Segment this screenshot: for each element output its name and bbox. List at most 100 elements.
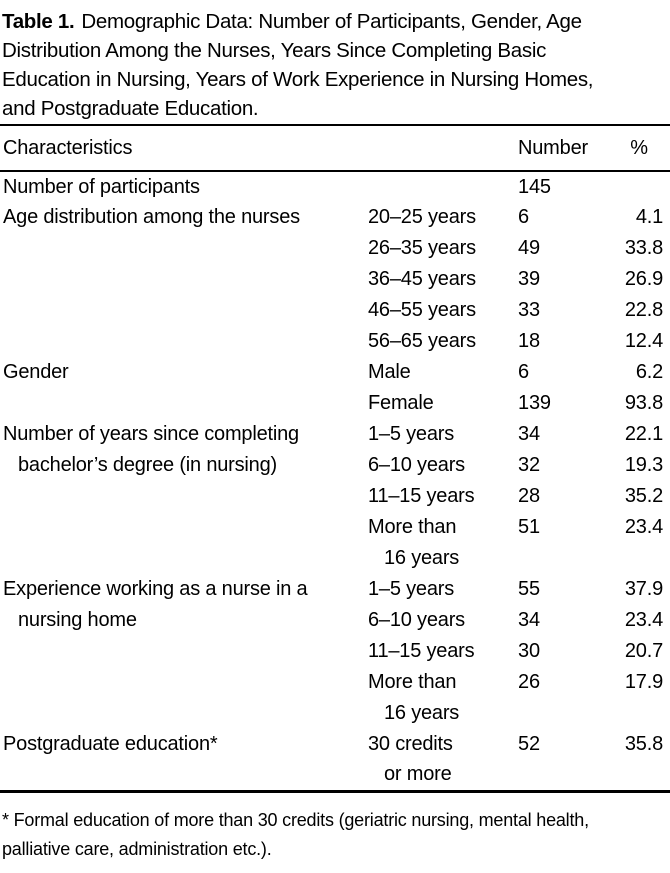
cell-category: More than xyxy=(368,671,457,693)
cell-number: 26 xyxy=(518,671,540,693)
cell-category: 6–10 years xyxy=(368,609,465,631)
cell-characteristic: Gender xyxy=(3,361,69,383)
cell-percent: 19.3 xyxy=(624,454,664,476)
cell-category: 1–5 years xyxy=(368,578,455,600)
cell-percent: 22.1 xyxy=(624,423,664,445)
cell-percent: 4.1 xyxy=(635,206,664,228)
table-footnote: * Formal education of more than 30 credi… xyxy=(0,806,670,864)
column-header-number: Number xyxy=(514,125,609,172)
table-row: 11–15 years 28 35.2 xyxy=(0,481,670,512)
cell-characteristic: nursing home xyxy=(18,609,137,631)
cell-number: 18 xyxy=(518,330,540,352)
cell-characteristic xyxy=(0,543,363,574)
table-row: More than 26 17.9 xyxy=(0,667,670,698)
cell-category: 11–15 years xyxy=(368,485,475,507)
table-row: Postgraduate education* 30 credits 52 35.8 xyxy=(0,729,670,760)
cell-category xyxy=(363,171,514,202)
cell-category: 11–15 years xyxy=(368,640,475,662)
cell-number: 34 xyxy=(518,423,540,445)
caption-line: Education in Nursing, Years of Work Expe… xyxy=(2,68,594,91)
cell-category: 36–45 years xyxy=(368,268,476,290)
table-caption: Table 1. Demographic Data: Number of Part… xyxy=(0,0,670,123)
cell-category: More than xyxy=(368,516,457,538)
cell-number: 55 xyxy=(518,578,540,600)
cell-characteristic xyxy=(0,667,363,698)
cell-percent xyxy=(608,760,670,791)
cell-number: 33 xyxy=(518,299,540,321)
cell-percent: 12.4 xyxy=(624,330,664,352)
cell-category: 1–5 years xyxy=(368,423,455,445)
table-row: 46–55 years 33 22.8 xyxy=(0,295,670,326)
cell-percent: 35.2 xyxy=(624,485,664,507)
table-row: bachelor’s degree (in nursing) 6–10 years… xyxy=(0,450,670,481)
cell-category: 56–65 years xyxy=(368,330,476,352)
cell-percent: 22.8 xyxy=(624,299,664,321)
caption-line: and Postgraduate Education. xyxy=(2,97,259,120)
cell-number: 6 xyxy=(518,361,529,383)
table-row: Female 139 93.8 xyxy=(0,388,670,419)
cell-characteristic xyxy=(0,233,363,264)
cell-number: 32 xyxy=(518,454,540,476)
column-header-percent: % xyxy=(608,125,670,172)
cell-percent xyxy=(608,171,670,202)
table-row: Number of years since completing 1–5 year… xyxy=(0,419,670,450)
cell-characteristic xyxy=(0,481,363,512)
table-row: 16 years xyxy=(0,698,670,729)
cell-number: 28 xyxy=(518,485,540,507)
table-caption-label: Table 1. xyxy=(2,10,75,33)
demographics-table: Characteristics Number % Number of parti… xyxy=(0,124,670,793)
cell-category: 6–10 years xyxy=(368,454,465,476)
table-row: 11–15 years 30 20.7 xyxy=(0,636,670,667)
cell-characteristic xyxy=(0,326,363,357)
cell-number: 6 xyxy=(518,206,529,228)
footnote-line: palliative care, administration etc.). xyxy=(2,838,272,859)
cell-number: 39 xyxy=(518,268,540,290)
cell-category: 26–35 years xyxy=(368,237,476,259)
cell-category: 20–25 years xyxy=(368,206,476,228)
cell-number: 51 xyxy=(518,516,540,538)
cell-number xyxy=(514,543,608,574)
cell-number: 145 xyxy=(518,175,551,198)
cell-characteristic xyxy=(0,388,363,419)
cell-category: 16 years xyxy=(384,547,460,569)
cell-characteristic xyxy=(0,512,363,543)
cell-characteristic: Age distribution among the nurses xyxy=(3,206,300,228)
table-row: Gender Male 6 6.2 xyxy=(0,357,670,388)
cell-characteristic: Number of participants xyxy=(3,175,200,198)
cell-characteristic xyxy=(0,760,363,791)
cell-category: 46–55 years xyxy=(368,299,476,321)
cell-characteristic: Number of years since completing xyxy=(3,423,299,445)
table-header-row: Characteristics Number % xyxy=(0,125,670,172)
table-row: Age distribution among the nurses 20–25 y… xyxy=(0,202,670,233)
table-row: 36–45 years 39 26.9 xyxy=(0,264,670,295)
cell-percent: 23.4 xyxy=(624,516,664,538)
cell-percent: 26.9 xyxy=(624,268,664,290)
cell-number xyxy=(514,760,608,791)
caption-line: Table 1. Demographic Data: Number of Part… xyxy=(2,7,668,36)
cell-percent xyxy=(608,543,670,574)
cell-category: 16 years xyxy=(384,702,460,724)
table-body: Number of participants 145 Age distributio… xyxy=(0,171,670,791)
table-row: 26–35 years 49 33.8 xyxy=(0,233,670,264)
table-row: or more xyxy=(0,760,670,791)
footnote-line: * Formal education of more than 30 credi… xyxy=(2,809,589,830)
column-header-characteristics: Characteristics xyxy=(0,125,515,172)
cell-percent: 93.8 xyxy=(624,392,664,414)
cell-category: Male xyxy=(368,361,411,383)
cell-characteristic: bachelor’s degree (in nursing) xyxy=(18,454,277,476)
cell-characteristic xyxy=(0,264,363,295)
table-row: Experience working as a nurse in a 1–5 ye… xyxy=(0,574,670,605)
table-row: Number of participants 145 xyxy=(0,171,670,202)
cell-characteristic xyxy=(0,636,363,667)
cell-percent: 23.4 xyxy=(624,609,664,631)
cell-category: or more xyxy=(384,763,452,786)
cell-category: 30 credits xyxy=(368,733,453,755)
cell-percent: 37.9 xyxy=(624,578,664,600)
table-row: 56–65 years 18 12.4 xyxy=(0,326,670,357)
cell-percent: 33.8 xyxy=(624,237,664,259)
caption-text: Demographic Data: Number of Participants… xyxy=(81,10,582,33)
cell-percent: 6.2 xyxy=(635,361,664,383)
caption-line: Distribution Among the Nurses, Years Sin… xyxy=(2,39,547,62)
cell-number: 34 xyxy=(518,609,540,631)
